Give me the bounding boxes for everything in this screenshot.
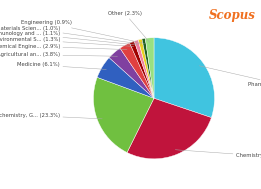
Text: Engineering (0.9%): Engineering (0.9%)	[21, 20, 144, 43]
Text: Materials Scien... (1.0%): Materials Scien... (1.0%)	[0, 26, 141, 44]
Wedge shape	[142, 38, 154, 98]
Wedge shape	[93, 77, 154, 153]
Wedge shape	[97, 58, 154, 98]
Text: Chemical Engine... (2.9%): Chemical Engine... (2.9%)	[0, 44, 127, 50]
Text: Pharmacology, T... (30.2%): Pharmacology, T... (30.2%)	[199, 66, 261, 88]
Text: Medicine (6.1%): Medicine (6.1%)	[17, 63, 106, 69]
Text: Other (2.3%): Other (2.3%)	[108, 11, 150, 43]
Wedge shape	[127, 98, 211, 159]
Wedge shape	[134, 40, 154, 98]
Wedge shape	[109, 48, 154, 98]
Text: Environmental S... (1.3%): Environmental S... (1.3%)	[0, 37, 134, 46]
Wedge shape	[120, 43, 154, 98]
Wedge shape	[138, 39, 154, 98]
Wedge shape	[130, 41, 154, 98]
Text: Scopus: Scopus	[209, 9, 256, 22]
Text: Immunology and ... (1.1%): Immunology and ... (1.1%)	[0, 31, 138, 45]
Wedge shape	[154, 38, 215, 118]
Text: Biochemistry, G... (23.3%): Biochemistry, G... (23.3%)	[0, 113, 102, 119]
Text: Chemistry (27.2%): Chemistry (27.2%)	[175, 150, 261, 158]
Text: Agricultural an... (3.8%): Agricultural an... (3.8%)	[0, 52, 117, 57]
Wedge shape	[145, 38, 154, 98]
